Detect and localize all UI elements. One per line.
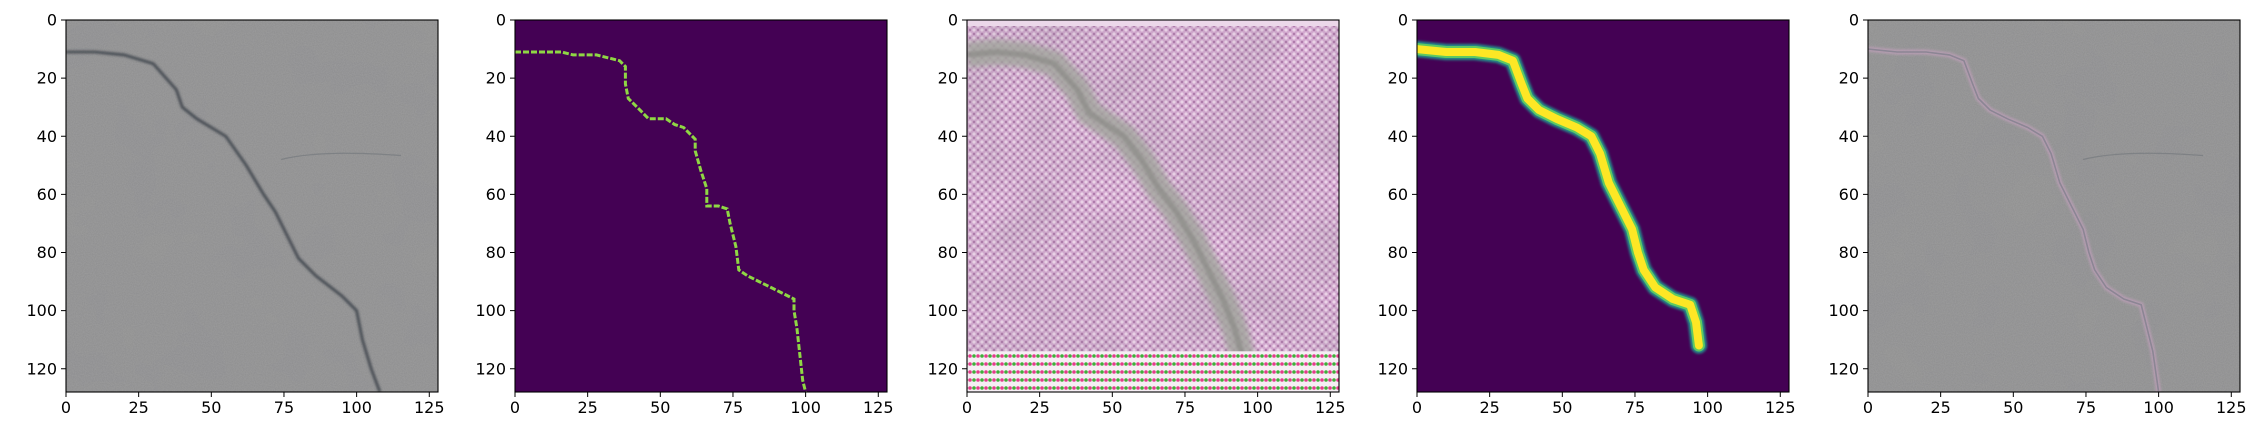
y-tick-label: 0 [47, 11, 57, 30]
surface-grain [66, 20, 438, 392]
y-tick-label: 60 [37, 185, 57, 204]
x-tick-label: 75 [1625, 398, 1645, 417]
hairline-crack [280, 152, 402, 161]
y-tick-label: 80 [486, 243, 506, 262]
x-tick-label: 0 [61, 398, 71, 417]
x-tick-label: 75 [1175, 398, 1195, 417]
x-tick-label: 0 [510, 398, 520, 417]
y-tick-label: 100 [1828, 301, 1859, 320]
x-tick-label: 100 [1692, 398, 1723, 417]
x-tick-label: 50 [1552, 398, 1572, 417]
y-tick-label: 100 [1377, 301, 1408, 320]
y-tick-label: 0 [1398, 11, 1408, 30]
y-tick-label: 120 [1828, 359, 1859, 378]
y-tick-label: 0 [948, 11, 958, 30]
y-tick-label: 60 [1388, 185, 1408, 204]
hairline-crack [2082, 152, 2204, 161]
x-tick-label: 125 [2216, 398, 2247, 417]
panel-overlay: 0 25 50 75 100 125 0 20 40 60 80 100 120 [1828, 11, 2246, 418]
mask-background [1417, 20, 1789, 392]
y-tick-label: 0 [1849, 11, 1859, 30]
y-tick-label: 120 [26, 359, 57, 378]
axes-frame [1867, 19, 2241, 393]
axes-frame [514, 19, 888, 393]
y-tick-label: 20 [1839, 69, 1859, 88]
x-tick-label: 25 [1930, 398, 1950, 417]
y-tick-label: 80 [938, 243, 958, 262]
axes-frame [65, 19, 439, 393]
x-tick-label: 0 [1863, 398, 1873, 417]
y-tick-label: 80 [37, 243, 57, 262]
x-tick-label: 25 [1029, 398, 1049, 417]
x-tick-label: 100 [1242, 398, 1273, 417]
mask-crack [1417, 45, 1703, 350]
crack-line [967, 48, 1249, 370]
crack-core [1868, 48, 2160, 392]
y-tick-label: 40 [1839, 127, 1859, 146]
y-tick-label: 20 [1388, 69, 1408, 88]
x-tick-label: 50 [1102, 398, 1122, 417]
top-artifact-band [967, 20, 1339, 26]
y-tick-label: 20 [938, 69, 958, 88]
y-tick-label: 80 [1388, 243, 1408, 262]
axes-frame [1416, 19, 1790, 393]
image-area [66, 20, 438, 392]
axes-frame [966, 19, 1340, 393]
image-area [967, 20, 1339, 392]
y-tick-label: 80 [1839, 243, 1859, 262]
artifact-blotches [967, 20, 1339, 392]
y-tick-label: 60 [1839, 185, 1859, 204]
y-tick-label: 60 [938, 185, 958, 204]
y-tick-label: 60 [486, 185, 506, 204]
y-tick-label: 120 [475, 359, 506, 378]
y-tick-label: 0 [496, 11, 506, 30]
surface-grain [1868, 20, 2240, 392]
x-tick-label: 125 [1765, 398, 1796, 417]
x-tick-label: 100 [2143, 398, 2174, 417]
x-tick-label: 125 [863, 398, 894, 417]
image-area [1417, 20, 1789, 392]
mask-background [515, 20, 887, 392]
x-tick-label: 75 [274, 398, 294, 417]
y-tick-label: 40 [1388, 127, 1408, 146]
x-tick-label: 25 [577, 398, 597, 417]
panel-predicted-mask: 0 25 50 75 100 125 0 20 40 60 80 100 120 [1377, 11, 1795, 418]
x-tick-label: 125 [414, 398, 445, 417]
x-tick-label: 50 [2003, 398, 2023, 417]
y-tick-label: 20 [37, 69, 57, 88]
border-artifact-band [967, 351, 1339, 392]
mask-crack [515, 50, 808, 392]
panel-generated-crack-image: 0 25 50 75 100 125 0 20 40 60 80 100 120 [927, 11, 1345, 418]
y-tick-label: 120 [927, 359, 958, 378]
x-tick-label: 0 [1412, 398, 1422, 417]
y-tick-label: 120 [1377, 359, 1408, 378]
image-area [1868, 20, 2240, 392]
x-tick-label: 100 [341, 398, 372, 417]
image-area [515, 20, 887, 392]
x-tick-label: 50 [201, 398, 221, 417]
panel-crack-photo: 0 25 50 75 100 125 0 20 40 60 80 100 120 [26, 11, 444, 418]
y-tick-label: 40 [486, 127, 506, 146]
x-tick-label: 75 [723, 398, 743, 417]
x-tick-label: 75 [2076, 398, 2096, 417]
y-tick-label: 100 [475, 301, 506, 320]
x-tick-label: 100 [790, 398, 821, 417]
x-tick-label: 50 [650, 398, 670, 417]
panel-ground-truth-mask: 0 25 50 75 100 125 0 20 40 60 80 100 120 [475, 11, 893, 418]
x-tick-label: 25 [128, 398, 148, 417]
y-tick-label: 20 [486, 69, 506, 88]
y-tick-label: 40 [37, 127, 57, 146]
y-tick-label: 40 [938, 127, 958, 146]
x-tick-label: 0 [962, 398, 972, 417]
y-tick-label: 100 [26, 301, 57, 320]
x-tick-label: 25 [1479, 398, 1499, 417]
crack-line [66, 50, 382, 392]
x-tick-label: 125 [1315, 398, 1346, 417]
y-tick-label: 100 [927, 301, 958, 320]
